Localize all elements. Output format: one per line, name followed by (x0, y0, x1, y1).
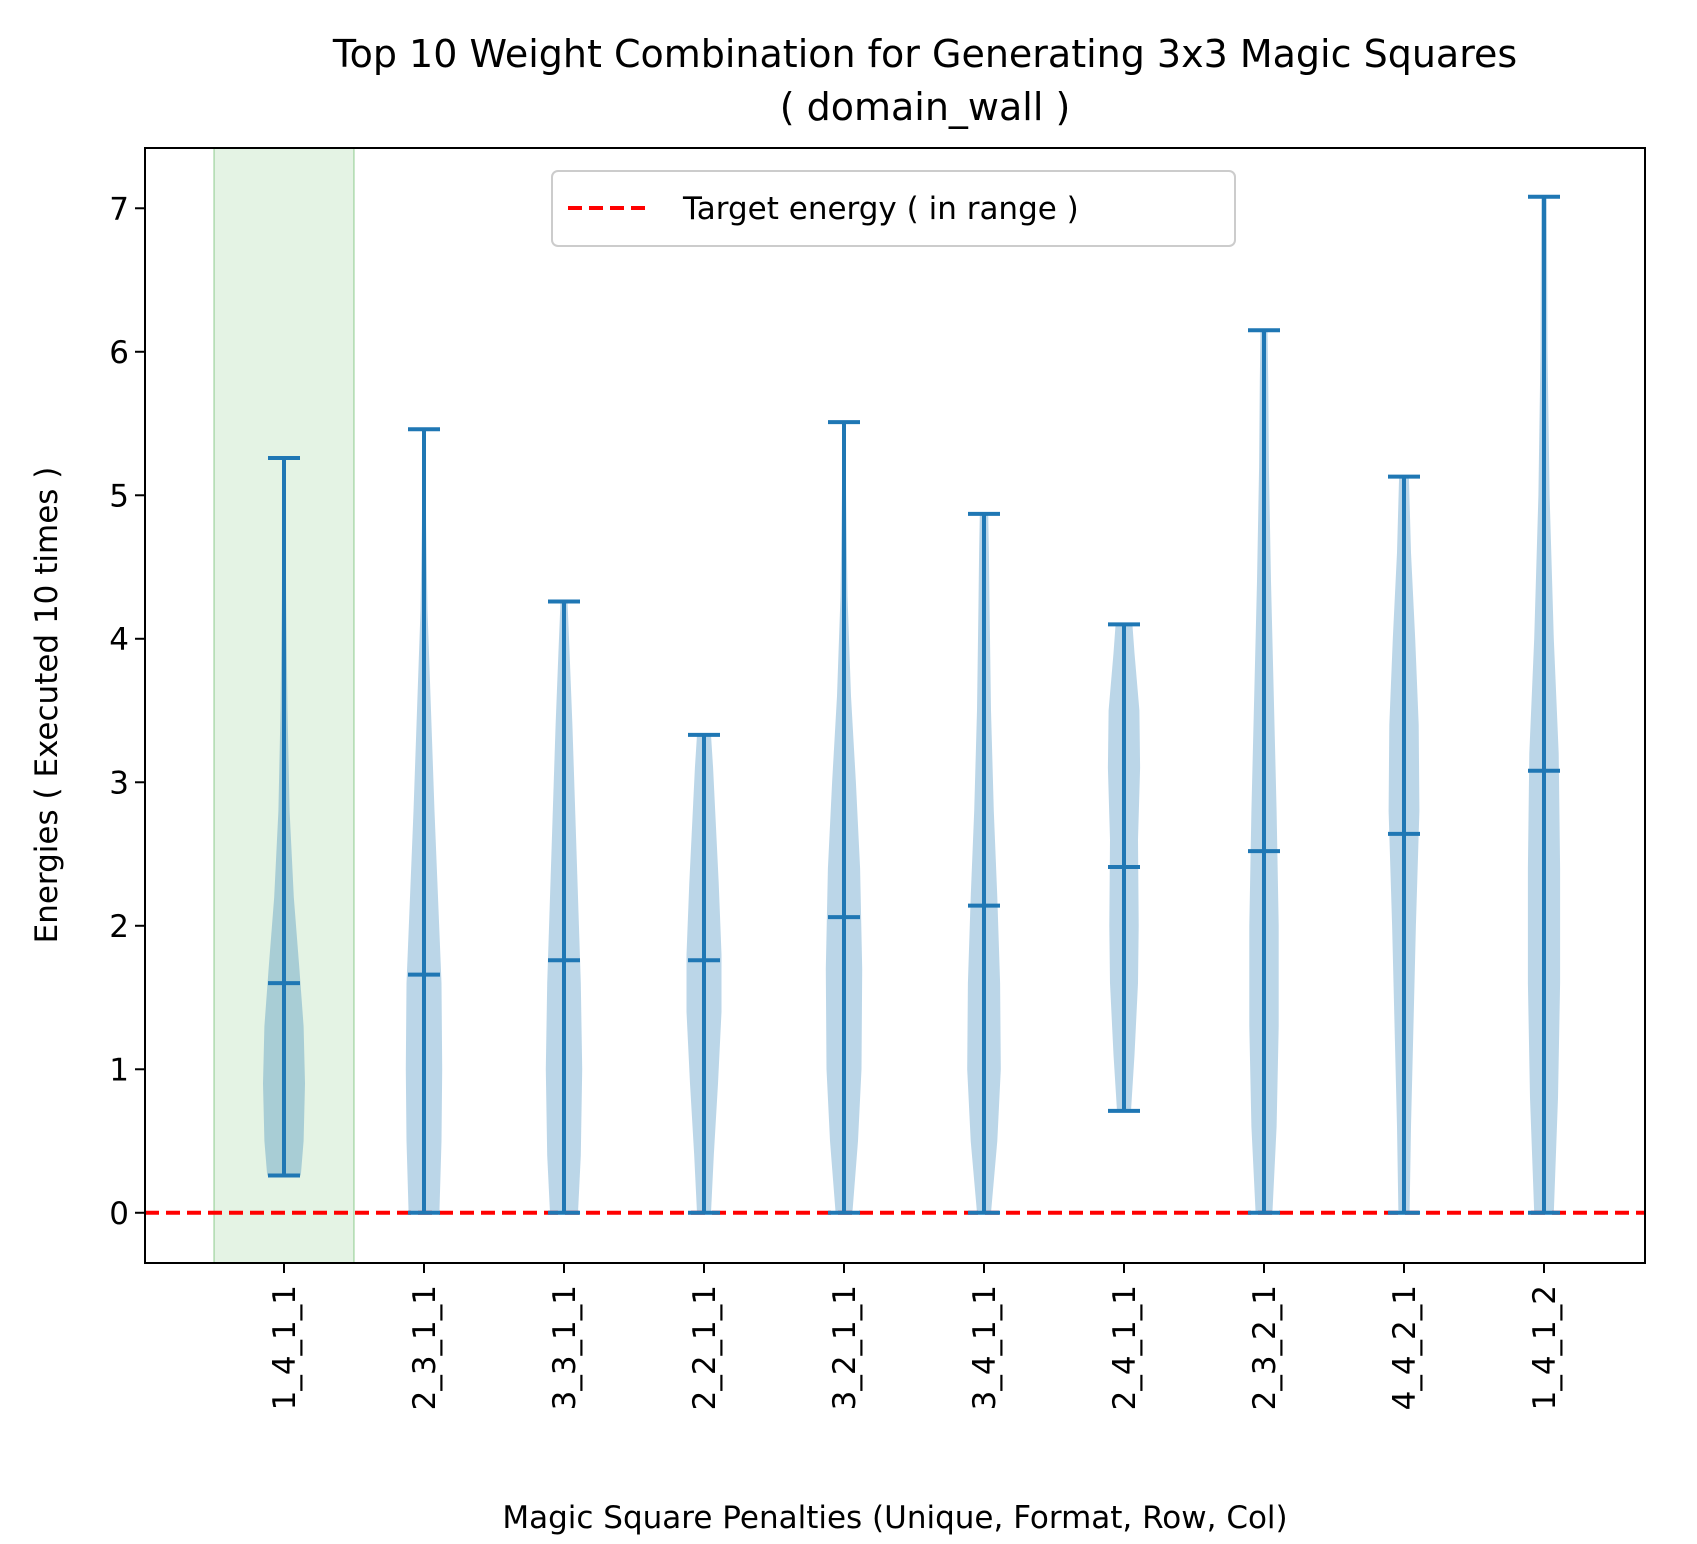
violin-layer (263, 196, 1561, 1213)
x-tick-label: 3_2_1_1 (827, 1285, 863, 1410)
x-tick-label: 2_4_1_1 (1107, 1285, 1143, 1410)
stat-layer (268, 194, 1560, 1215)
y-axis-label: Energies ( Executed 10 times ) (29, 467, 65, 944)
x-tick-label: 3_3_1_1 (547, 1285, 583, 1410)
chart-title: Top 10 Weight Combination for Generating… (332, 32, 1517, 76)
y-axis: 0 1 2 3 4 5 6 7 (109, 191, 145, 1232)
x-tick-label: 3_4_1_1 (967, 1285, 1003, 1410)
y-tick-label: 0 (109, 1196, 129, 1232)
legend-box (551, 170, 1236, 247)
y-tick-label: 3 (109, 765, 129, 801)
y-tick-label: 7 (109, 191, 129, 227)
y-tick-label: 6 (109, 335, 129, 371)
x-tick-label: 1_4_1_1 (267, 1285, 303, 1410)
chart-subtitle: ( domain_wall ) (780, 85, 1071, 129)
x-tick-label: 2_2_1_1 (687, 1285, 723, 1410)
y-tick-label: 1 (109, 1052, 129, 1088)
y-tick-label: 4 (109, 622, 129, 658)
plot-area-frame (144, 147, 1646, 1264)
y-tick-label: 5 (109, 478, 129, 514)
x-tick-label: 2_3_1_1 (407, 1285, 443, 1410)
legend: Target energy ( in range ) (551, 170, 1236, 247)
x-axis-label: Magic Square Penalties (Unique, Format, … (502, 1500, 1287, 1536)
x-tick-label: 4_4_2_1 (1387, 1285, 1423, 1410)
y-tick-label: 2 (109, 909, 129, 945)
x-axis: 1_4_1_1 2_3_1_1 3_3_1_1 2_2_1_1 3_2_1_1 3_4_1… (267, 1263, 1563, 1410)
x-tick-label: 1_4_1_2 (1527, 1285, 1563, 1410)
legend-label: Target energy ( in range ) (682, 191, 1079, 227)
x-tick-label: 2_3_2_1 (1247, 1285, 1283, 1410)
